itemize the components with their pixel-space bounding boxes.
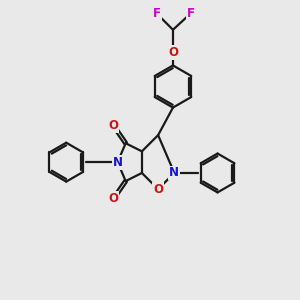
Text: O: O — [109, 192, 118, 205]
Text: N: N — [112, 156, 123, 169]
Text: F: F — [187, 7, 194, 20]
Text: O: O — [109, 119, 118, 132]
Text: F: F — [153, 7, 161, 20]
Text: N: N — [169, 167, 179, 179]
Text: O: O — [153, 183, 163, 196]
Text: O: O — [168, 46, 178, 59]
